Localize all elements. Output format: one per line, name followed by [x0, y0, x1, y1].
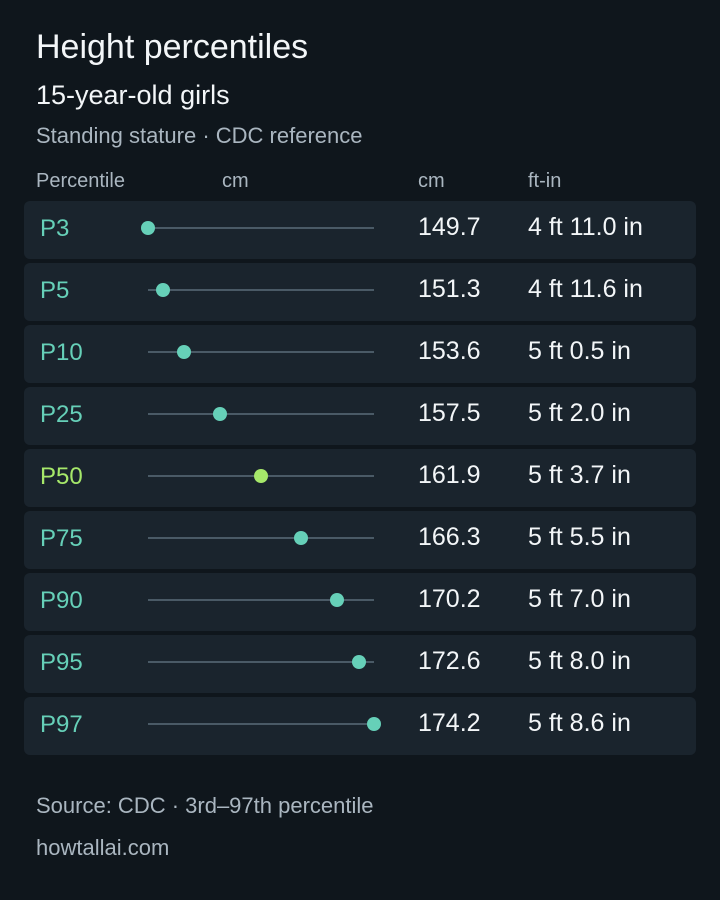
ftin-value: 5 ft 7.0 in	[528, 585, 631, 613]
table-row: P25 157.5 5 ft 2.0 in	[24, 387, 696, 445]
range-track	[148, 661, 374, 663]
percentile-label: P10	[40, 339, 83, 366]
column-header-cm: cm	[418, 170, 445, 192]
percentile-label: P95	[40, 649, 83, 676]
ftin-value: 4 ft 11.0 in	[528, 213, 643, 241]
table-row: P95 172.6 5 ft 8.0 in	[24, 635, 696, 693]
cm-value: 172.6	[418, 647, 481, 675]
data-point	[141, 221, 155, 235]
cm-value: 170.2	[418, 585, 481, 613]
cm-value: 157.5	[418, 399, 481, 427]
table-row: P5 151.3 4 ft 11.6 in	[24, 263, 696, 321]
page-caption: Standing stature · CDC reference	[36, 123, 363, 148]
range-track	[148, 723, 374, 725]
data-point	[253, 469, 268, 483]
data-point	[367, 717, 381, 731]
column-header-chart: cm	[222, 170, 249, 192]
range-track	[148, 227, 374, 229]
table-row: P97 174.2 5 ft 8.6 in	[24, 697, 696, 755]
percentile-label: P50	[40, 463, 83, 490]
column-header-percentile: Percentile	[36, 170, 125, 192]
page-title: Height percentiles	[36, 28, 309, 66]
cm-value: 151.3	[418, 275, 481, 303]
page-subtitle: 15-year-old girls	[36, 80, 230, 110]
cm-value: 153.6	[418, 337, 481, 365]
table-row: P50 161.9 5 ft 3.7 in	[24, 449, 696, 507]
column-header-ftin: ft-in	[528, 170, 562, 192]
cm-value: 174.2	[418, 709, 481, 737]
source-note: Source: CDC · 3rd–97th percentile	[36, 793, 374, 818]
table-row: P90 170.2 5 ft 7.0 in	[24, 573, 696, 631]
ftin-value: 5 ft 8.6 in	[528, 709, 631, 737]
range-track	[148, 599, 374, 601]
percentile-label: P3	[40, 215, 70, 242]
cm-value: 149.7	[418, 213, 481, 241]
data-point	[294, 531, 309, 545]
range-track	[148, 351, 374, 353]
cm-value: 161.9	[418, 461, 481, 489]
table-row: P3 149.7 4 ft 11.0 in	[24, 201, 696, 259]
data-point	[352, 655, 367, 669]
range-track	[148, 289, 374, 291]
percentile-label: P97	[40, 711, 83, 738]
ftin-value: 5 ft 5.5 in	[528, 523, 631, 551]
percentile-label: P75	[40, 525, 83, 552]
ftin-value: 5 ft 8.0 in	[528, 647, 631, 675]
data-point	[176, 345, 191, 359]
percentile-label: P5	[40, 277, 70, 304]
cm-value: 166.3	[418, 523, 481, 551]
site-link[interactable]: howtallai.com	[36, 835, 170, 860]
percentile-label: P25	[40, 401, 83, 428]
data-point	[330, 593, 345, 607]
ftin-value: 5 ft 2.0 in	[528, 399, 631, 427]
percentile-label: P90	[40, 587, 83, 614]
ftin-value: 5 ft 0.5 in	[528, 337, 631, 365]
range-track	[148, 537, 374, 539]
percentile-table: P3 149.7 4 ft 11.0 in P5 151.3 4 ft 11.6 in P1…	[24, 201, 696, 759]
table-row: P75 166.3 5 ft 5.5 in	[24, 511, 696, 569]
range-track	[148, 413, 374, 415]
ftin-value: 4 ft 11.6 in	[528, 275, 643, 303]
table-row: P10 153.6 5 ft 0.5 in	[24, 325, 696, 383]
ftin-value: 5 ft 3.7 in	[528, 461, 631, 489]
data-point	[212, 407, 227, 421]
data-point	[155, 283, 170, 297]
